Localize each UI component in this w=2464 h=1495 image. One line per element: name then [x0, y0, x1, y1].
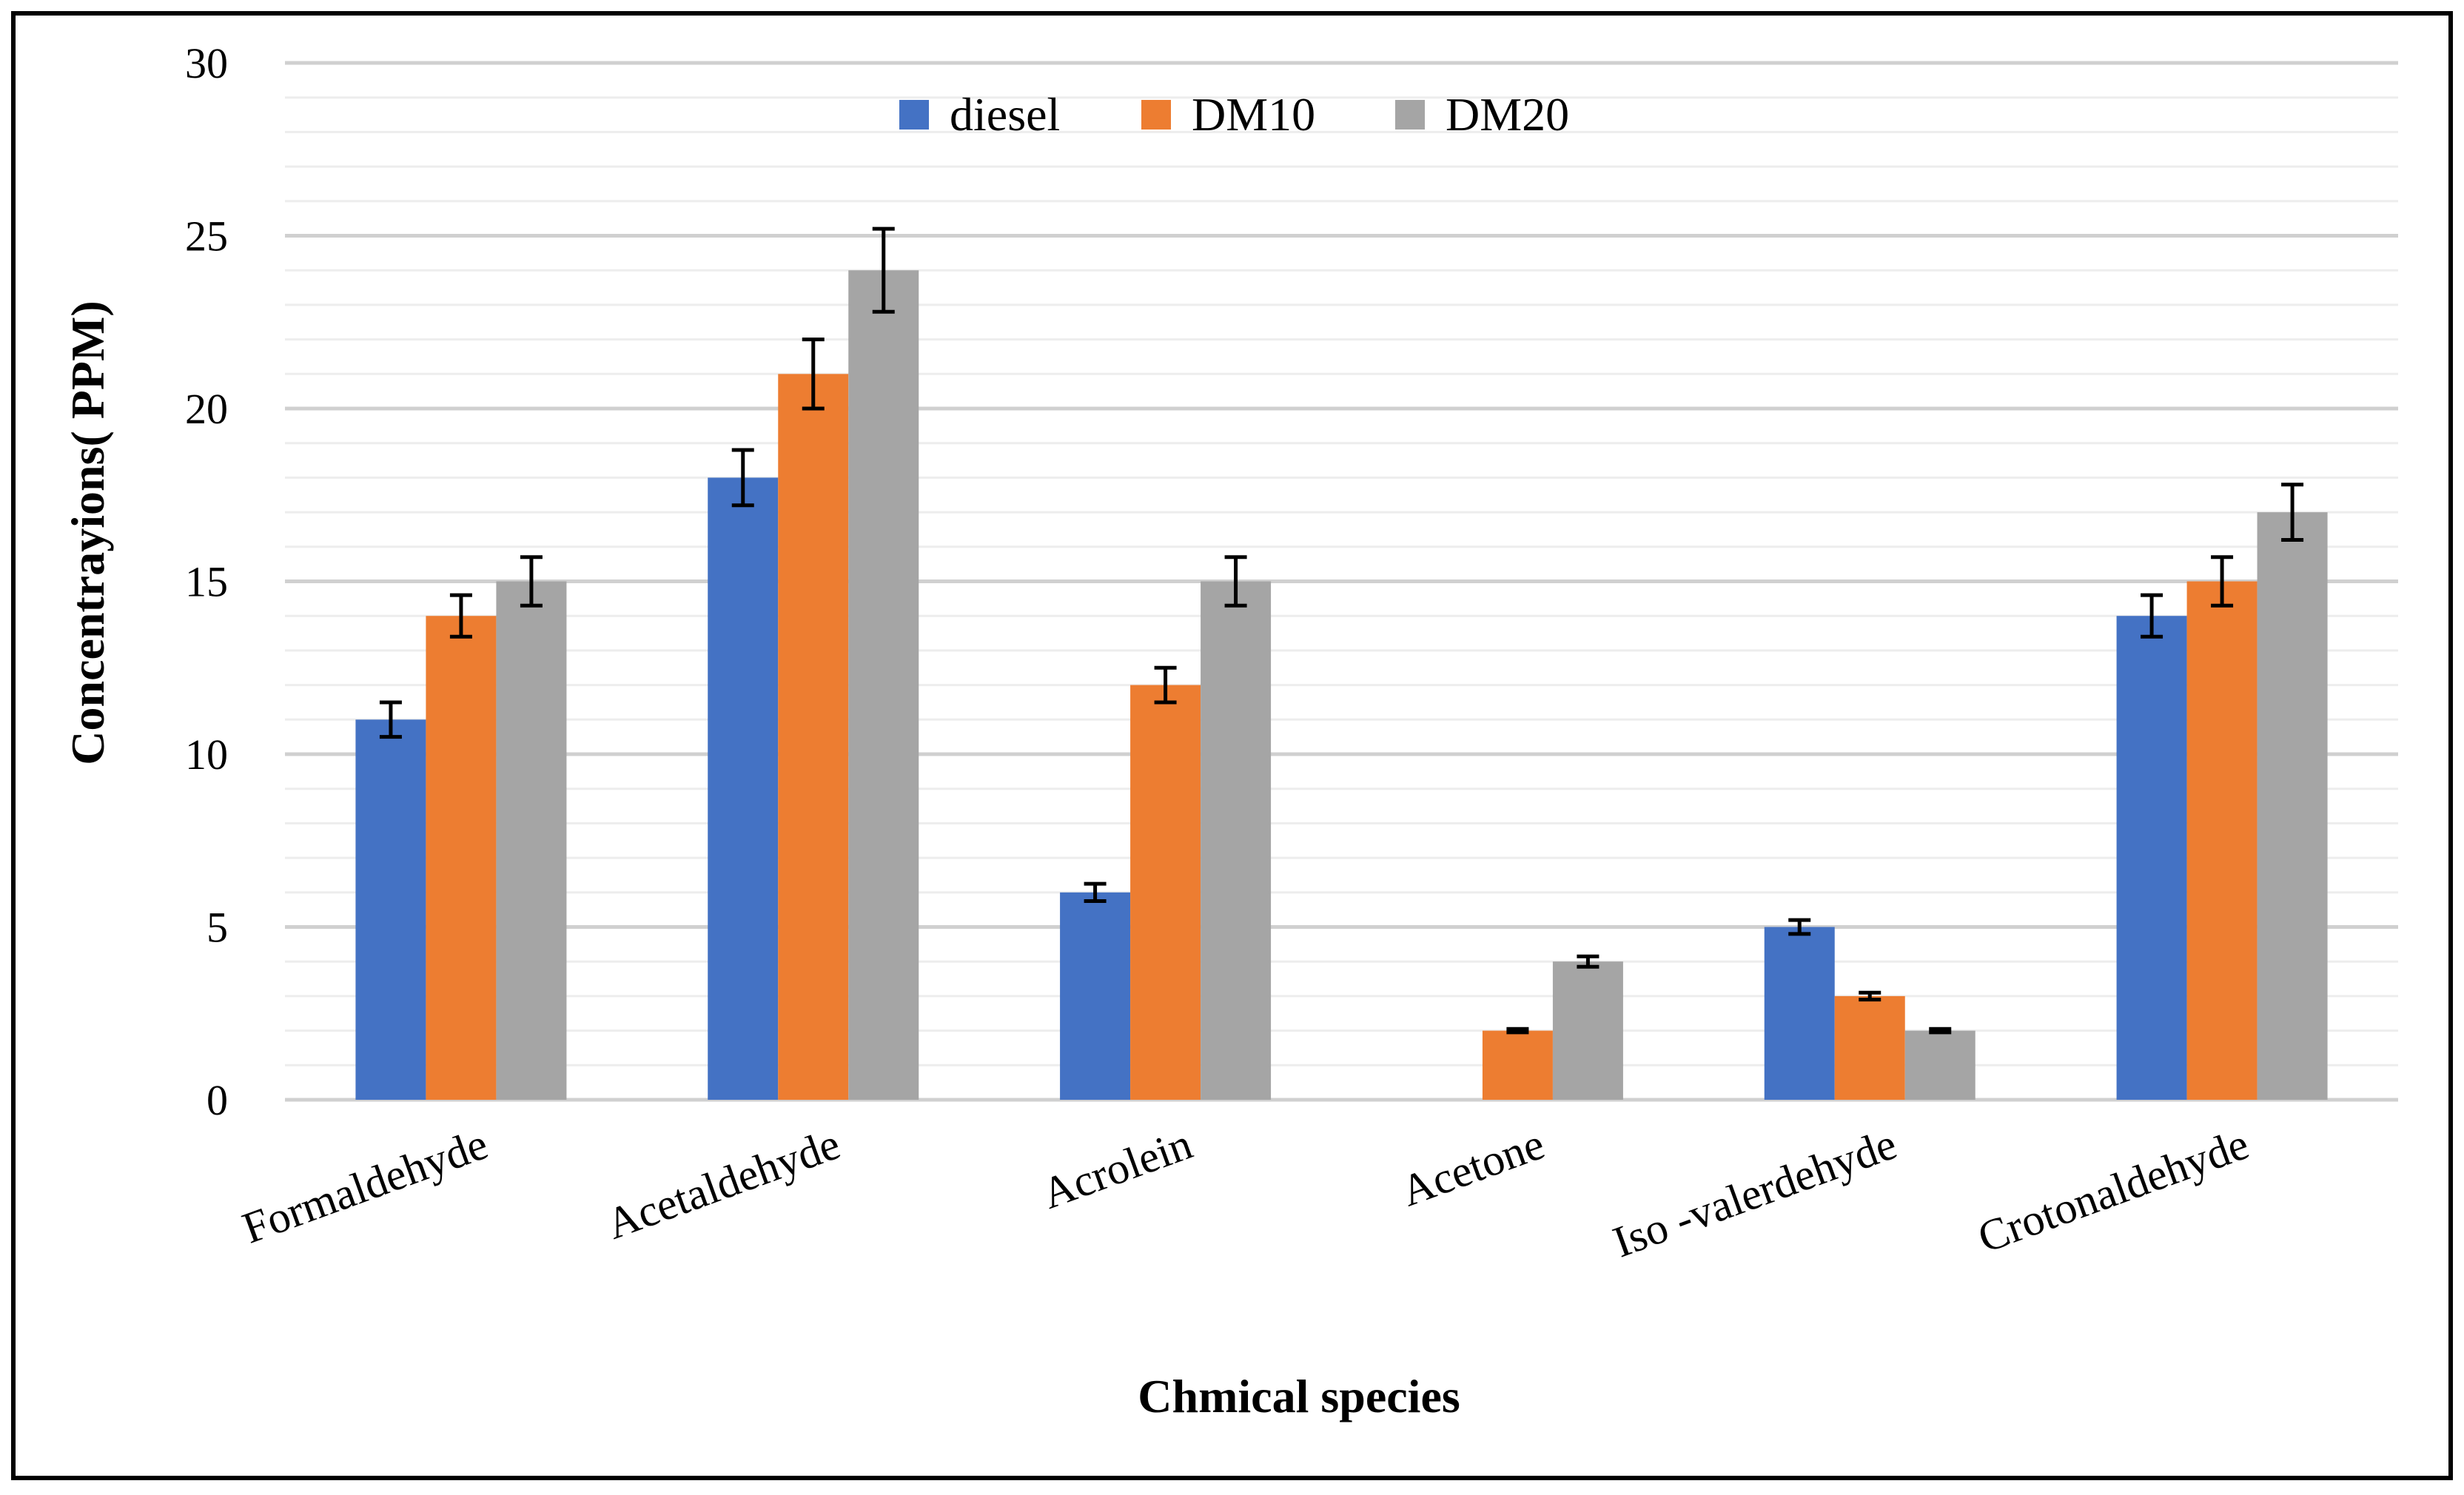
bar-diesel-3 — [1060, 892, 1131, 1100]
bar-diesel-1 — [355, 719, 426, 1100]
bar-dm10-6 — [2186, 581, 2257, 1100]
y-tick-label: 30 — [185, 39, 228, 87]
legend-swatch-diesel — [899, 100, 929, 130]
bar-dm20-2 — [848, 270, 919, 1101]
y-tick-label: 0 — [207, 1076, 228, 1124]
y-tick-label: 15 — [185, 558, 228, 606]
y-tick-label: 20 — [185, 385, 228, 433]
y-tick-label: 25 — [185, 212, 228, 261]
bar-dm20-1 — [496, 581, 567, 1100]
bar-diesel-2 — [708, 477, 779, 1100]
legend: diesel DM10 DM20 — [899, 88, 1569, 141]
bars — [355, 270, 2328, 1101]
bar-dm20-3 — [1201, 581, 1272, 1100]
y-tick-label: 10 — [185, 730, 228, 779]
legend-label-diesel: diesel — [950, 88, 1060, 141]
x-axis-title: Chmical species — [1138, 1370, 1460, 1422]
legend-label-dm10: DM10 — [1192, 88, 1315, 141]
bar-dm10-5 — [1834, 995, 1905, 1100]
y-axis-ticks: 0 5 10 15 20 25 30 — [185, 39, 228, 1124]
bar-diesel-5 — [1764, 927, 1835, 1100]
y-tick-label: 5 — [207, 904, 228, 952]
legend-label-dm20: DM20 — [1446, 88, 1569, 141]
bar-dm10-1 — [426, 616, 497, 1100]
legend-swatch-dm20 — [1395, 100, 1425, 130]
bar-diesel-6 — [2116, 616, 2187, 1100]
grid — [285, 61, 2398, 1102]
bar-dm10-3 — [1130, 685, 1201, 1100]
error-bars — [379, 226, 2304, 1035]
legend-swatch-dm10 — [1141, 100, 1171, 130]
bar-dm10-4 — [1482, 1030, 1553, 1100]
bar-dm20-4 — [1552, 961, 1623, 1100]
y-axis-title: Concentrayions( PPM) — [61, 300, 114, 765]
bar-dm20-5 — [1904, 1030, 1975, 1100]
bar-dm10-2 — [778, 374, 849, 1100]
bar-dm20-6 — [2257, 512, 2328, 1100]
